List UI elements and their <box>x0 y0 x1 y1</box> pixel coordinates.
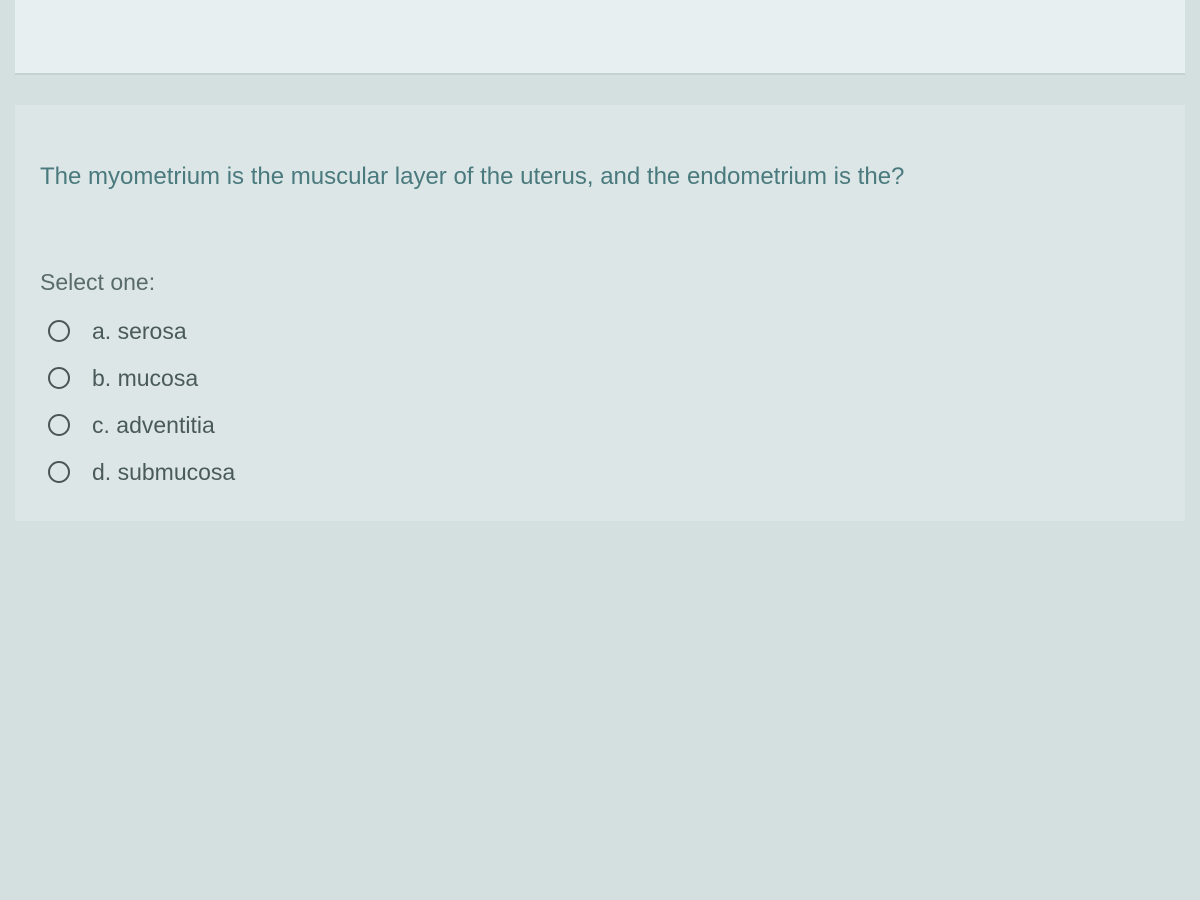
question-block: The myometrium is the muscular layer of … <box>15 105 1185 521</box>
radio-icon <box>48 367 70 389</box>
option-label-b: b. mucosa <box>92 365 198 392</box>
radio-icon <box>48 414 70 436</box>
option-label-d: d. submucosa <box>92 459 235 486</box>
option-label-a: a. serosa <box>92 318 187 345</box>
option-a[interactable]: a. serosa <box>40 318 1160 345</box>
question-text: The myometrium is the muscular layer of … <box>40 160 1160 194</box>
radio-icon <box>48 320 70 342</box>
option-label-c: c. adventitia <box>92 412 215 439</box>
top-spacer <box>15 0 1185 75</box>
select-one-label: Select one: <box>40 269 1160 296</box>
option-c[interactable]: c. adventitia <box>40 412 1160 439</box>
options-list: a. serosa b. mucosa c. adventitia d. sub… <box>40 318 1160 486</box>
radio-icon <box>48 461 70 483</box>
option-b[interactable]: b. mucosa <box>40 365 1160 392</box>
option-d[interactable]: d. submucosa <box>40 459 1160 486</box>
